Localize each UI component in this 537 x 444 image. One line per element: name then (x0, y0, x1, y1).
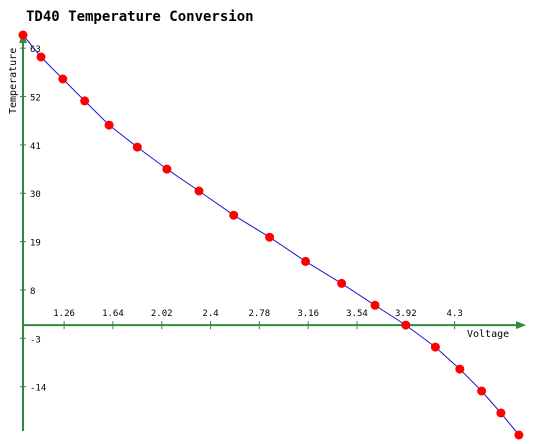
x-tick-label: 3.54 (346, 309, 368, 319)
x-tick-label: 4.3 (446, 309, 462, 319)
data-point (194, 186, 204, 196)
x-tick-label: 1.26 (53, 309, 75, 319)
data-point (370, 300, 380, 310)
data-point (132, 142, 142, 152)
data-point (18, 30, 28, 40)
y-tick-label: 19 (30, 239, 41, 249)
x-tick-label: 3.16 (297, 309, 319, 319)
y-tick-label: 8 (30, 287, 35, 297)
data-point (162, 164, 172, 174)
data-point (430, 342, 440, 352)
data-point (301, 256, 311, 266)
data-point (229, 210, 239, 220)
y-tick-label: 52 (30, 94, 41, 104)
data-point (80, 96, 90, 106)
data-point (337, 278, 347, 288)
y-axis-label: Temperature (8, 48, 19, 114)
x-tick-label: 2.02 (151, 309, 173, 319)
y-tick-label: -3 (30, 335, 41, 345)
x-tick-label: 1.64 (102, 309, 124, 319)
data-points (18, 30, 524, 440)
data-point (401, 320, 411, 330)
x-axis-label: Voltage (467, 329, 509, 340)
chart-title: TD40 Temperature Conversion (26, 9, 254, 25)
data-point (104, 120, 114, 130)
x-tick-label: 2.4 (202, 309, 218, 319)
data-point (265, 232, 275, 242)
x-tick-label: 2.78 (249, 309, 271, 319)
axes (19, 33, 526, 431)
y-tick-label: 30 (30, 190, 41, 200)
x-tick-label: 3.92 (395, 309, 417, 319)
data-point (496, 408, 506, 418)
data-point (455, 364, 465, 374)
data-point (36, 52, 46, 62)
data-point (514, 430, 524, 440)
y-tick-label: 41 (30, 142, 41, 152)
y-tick-label: -14 (30, 384, 46, 394)
x-axis-arrow (516, 321, 526, 330)
data-point (58, 74, 68, 84)
data-point (477, 386, 487, 396)
